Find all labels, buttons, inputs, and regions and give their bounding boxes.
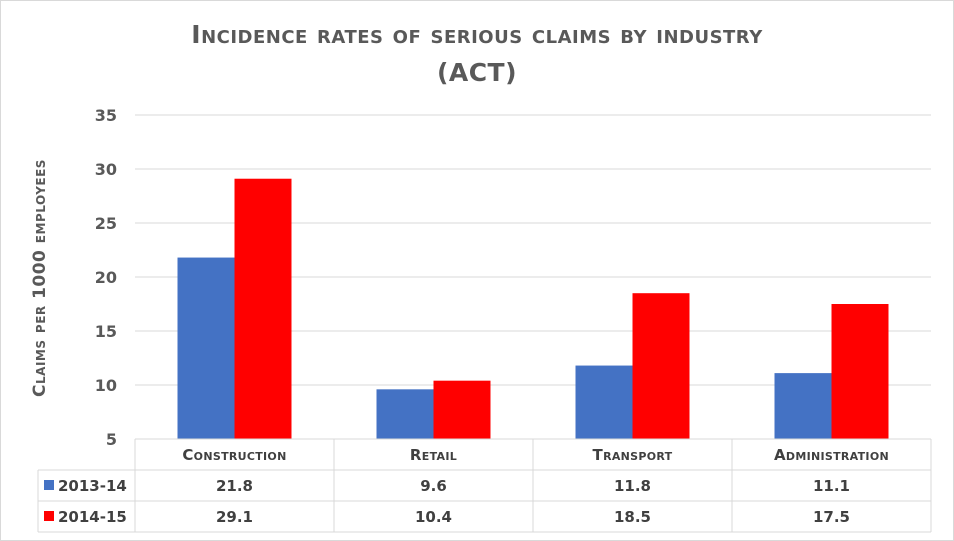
bar [234,178,292,439]
y-tick-label: 30 [95,160,117,179]
category-label: Construction [182,446,286,464]
series-label: 2014-15 [58,508,127,526]
bar [433,380,491,439]
category-label: Transport [593,446,673,464]
y-tick-label: 10 [95,376,117,395]
category-label: Administration [774,446,889,464]
series-label: 2013-14 [58,477,127,495]
bar [376,389,434,439]
y-tick-label: 5 [106,430,117,449]
chart-title-line2: (ACT) [436,58,518,87]
bar [774,373,832,439]
data-value: 17.5 [813,508,850,526]
chart-title: Incidence rates of serious claims by ind… [191,20,763,49]
data-value: 11.8 [614,477,651,495]
data-value: 21.8 [216,477,253,495]
data-value: 9.6 [420,477,447,495]
category-label: Retail [410,446,457,464]
bar [831,304,889,439]
y-tick-label: 35 [95,106,117,125]
legend-swatch [44,511,54,521]
data-value: 18.5 [614,508,651,526]
bar [632,293,690,439]
bar [575,365,633,439]
data-value: 10.4 [415,508,452,526]
y-tick-label: 20 [95,268,117,287]
data-value: 29.1 [216,508,253,526]
y-tick-label: 25 [95,214,117,233]
y-tick-label: 15 [95,322,117,341]
legend-swatch [44,480,54,490]
bar [177,257,235,439]
data-value: 11.1 [813,477,850,495]
